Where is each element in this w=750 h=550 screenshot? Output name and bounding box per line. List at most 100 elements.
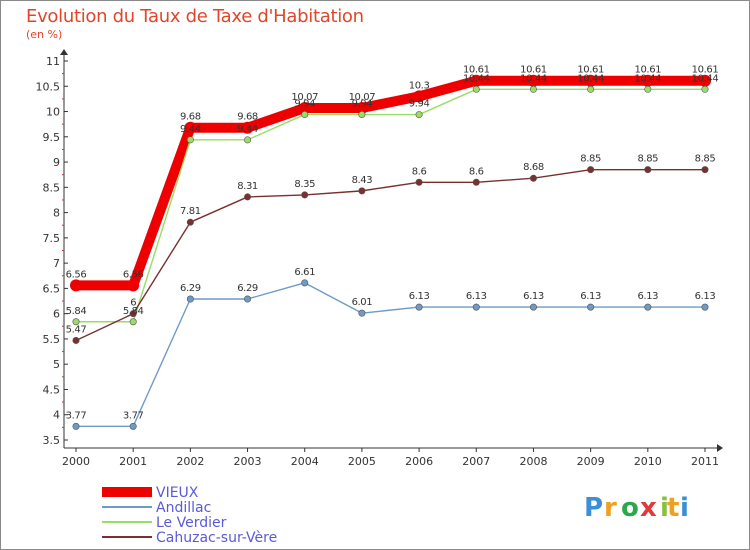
data-label: 10.61 — [692, 65, 719, 76]
data-label: 10.61 — [634, 65, 661, 76]
data-point — [415, 111, 423, 119]
y-tick-label: 6.5 — [43, 282, 61, 295]
data-label: 10.44 — [692, 73, 719, 84]
data-label: 6.61 — [294, 267, 315, 278]
x-tick-label: 2005 — [348, 455, 376, 468]
y-tick-label: 9 — [53, 156, 60, 169]
data-point — [587, 303, 595, 311]
series-points — [70, 74, 711, 430]
x-tick-label: 2011 — [691, 455, 719, 468]
logo-letter: i — [680, 493, 689, 523]
data-point — [70, 279, 82, 292]
data-point — [472, 178, 480, 186]
y-tick-label: 11 — [46, 55, 60, 68]
data-labels: 6.56 6.56 9.68 9.68 10.07 10.07 10.3 10.61 10.61… — [66, 65, 719, 422]
data-label: 8.85 — [580, 154, 601, 165]
data-point — [186, 295, 194, 303]
data-point — [358, 111, 366, 119]
y-tick-label: 8 — [53, 207, 60, 220]
data-point — [415, 178, 423, 186]
y-tick-label: 8.5 — [43, 181, 61, 194]
data-label: 10.44 — [463, 73, 490, 84]
data-point — [470, 74, 483, 87]
y-tick-label: 4.5 — [43, 383, 61, 396]
data-label: 9.68 — [237, 112, 258, 123]
data-label: 6.29 — [180, 283, 201, 294]
x-tick-label: 2008 — [519, 455, 547, 468]
data-label: 9.44 — [237, 124, 258, 135]
data-label: 8.6 — [412, 166, 427, 177]
y-tick-label: 9.5 — [43, 131, 61, 144]
data-label: 8.6 — [469, 166, 484, 177]
x-tick-label: 2006 — [405, 455, 433, 468]
x-tick-label: 2007 — [462, 455, 490, 468]
x-tick-label: 2000 — [62, 455, 90, 468]
data-label: 7.81 — [180, 206, 201, 217]
data-point — [415, 303, 423, 311]
data-point — [244, 193, 252, 201]
data-label: 10.44 — [577, 73, 604, 84]
data-point — [241, 121, 254, 134]
data-label: 5.84 — [123, 306, 144, 317]
logo-letter: P — [584, 493, 603, 523]
data-label: 6.01 — [352, 297, 373, 308]
data-point — [355, 101, 368, 114]
data-point — [129, 422, 137, 430]
data-point — [701, 85, 709, 93]
data-point — [244, 295, 252, 303]
x-tick-label: 2010 — [634, 455, 662, 468]
logo-letter: x — [640, 493, 657, 523]
data-label: 8.85 — [695, 154, 716, 165]
data-label: 6.56 — [123, 269, 144, 280]
legend-label: Le Verdier — [156, 515, 227, 531]
data-label: 10.61 — [520, 65, 547, 76]
data-label: 9.68 — [180, 112, 201, 123]
data-point — [129, 318, 137, 326]
logo-letter: r — [604, 493, 617, 523]
series-line-1 — [76, 282, 705, 428]
data-point — [72, 318, 80, 326]
data-point — [701, 166, 709, 174]
data-label: 6 — [130, 298, 136, 309]
axes — [60, 49, 723, 452]
data-label: 9.44 — [180, 124, 201, 135]
data-point — [529, 85, 537, 93]
logo-letter: i — [660, 493, 669, 523]
x-axis-arrow — [717, 444, 723, 452]
legend-label: VIEUX — [156, 485, 199, 501]
data-label: 9.94 — [409, 99, 430, 110]
series-line-2 — [76, 88, 705, 323]
data-label: 8.43 — [352, 175, 373, 186]
data-label: 6.13 — [409, 291, 430, 302]
data-label: 5.84 — [66, 306, 87, 317]
x-tick-label: 2004 — [291, 455, 319, 468]
x-axis-ticks: 2000 2001 2002 2003 2004 2005 2006 2007 2008 2009… — [62, 448, 719, 468]
data-label: 10.07 — [291, 92, 318, 103]
data-point — [587, 166, 595, 174]
data-label: 8.68 — [523, 162, 544, 173]
data-point — [244, 136, 252, 144]
legend-label: Andillac — [156, 500, 211, 516]
series-line-0 — [76, 75, 705, 291]
data-point — [644, 166, 652, 174]
x-tick-label: 2003 — [234, 455, 262, 468]
data-point — [358, 309, 366, 317]
y-tick-label: 6 — [53, 308, 60, 321]
data-point — [472, 85, 480, 93]
series-line-3 — [75, 168, 705, 342]
y-tick-label: 5 — [53, 358, 60, 371]
y-tick-label: 10.5 — [36, 80, 61, 93]
data-label: 6.13 — [580, 291, 601, 302]
y-tick-label: 7 — [53, 257, 60, 270]
y-tick-label: 3.5 — [43, 434, 61, 447]
data-point — [186, 218, 194, 226]
y-tick-label: 5.5 — [43, 333, 61, 346]
data-point — [587, 85, 595, 93]
data-label: 5.47 — [66, 324, 87, 335]
data-label: 10.07 — [349, 92, 376, 103]
chart-title: Evolution du Taux de Taxe d'Habitation — [26, 6, 364, 27]
